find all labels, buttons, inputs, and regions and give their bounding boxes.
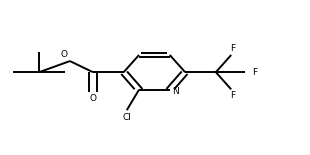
Text: O: O — [61, 51, 68, 60]
Text: F: F — [230, 44, 235, 53]
Text: Cl: Cl — [122, 113, 131, 122]
Text: N: N — [173, 87, 179, 96]
Text: F: F — [252, 68, 257, 77]
Text: F: F — [230, 91, 235, 100]
Text: O: O — [90, 94, 96, 103]
